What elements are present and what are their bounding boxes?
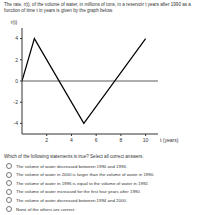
svg-text:10: 10 [143, 137, 149, 143]
html-text:The rate, r(t), of the volume: The rate, r(t), of the volume of water, … [4, 2, 191, 13]
svg-text:4: 4 [15, 35, 18, 41]
svg-text:6: 6 [95, 137, 98, 143]
svg-text:t (years): t (years) [160, 137, 179, 143]
svg-text:0: 0 [15, 78, 18, 84]
html-text:The volume of water decreased: The volume of water decreased between 19… [16, 163, 128, 169]
html-text:The volume of water increased: The volume of water increased for the fi… [16, 189, 141, 195]
html-text:The volume of water in 1996 is: The volume of water in 1996 is equal to … [16, 180, 149, 186]
svg-text:-4: -4 [14, 120, 19, 126]
html-text:Which of the following stateme: Which of the following statements is tru… [4, 154, 144, 159]
svg-text:r(t): r(t) [11, 19, 18, 25]
html-text:The volume of water in 2000 is: The volume of water in 2000 is larger th… [16, 172, 155, 178]
svg-text:2: 2 [15, 57, 18, 63]
html-text:None of the others are correct: None of the others are correct. [16, 206, 76, 212]
svg-text:2: 2 [45, 137, 48, 143]
svg-text:4: 4 [70, 137, 73, 143]
html-text:The volume of water decreased: The volume of water decreased between 19… [16, 197, 128, 203]
svg-text:8: 8 [120, 137, 123, 143]
svg-text:-2: -2 [14, 99, 19, 105]
